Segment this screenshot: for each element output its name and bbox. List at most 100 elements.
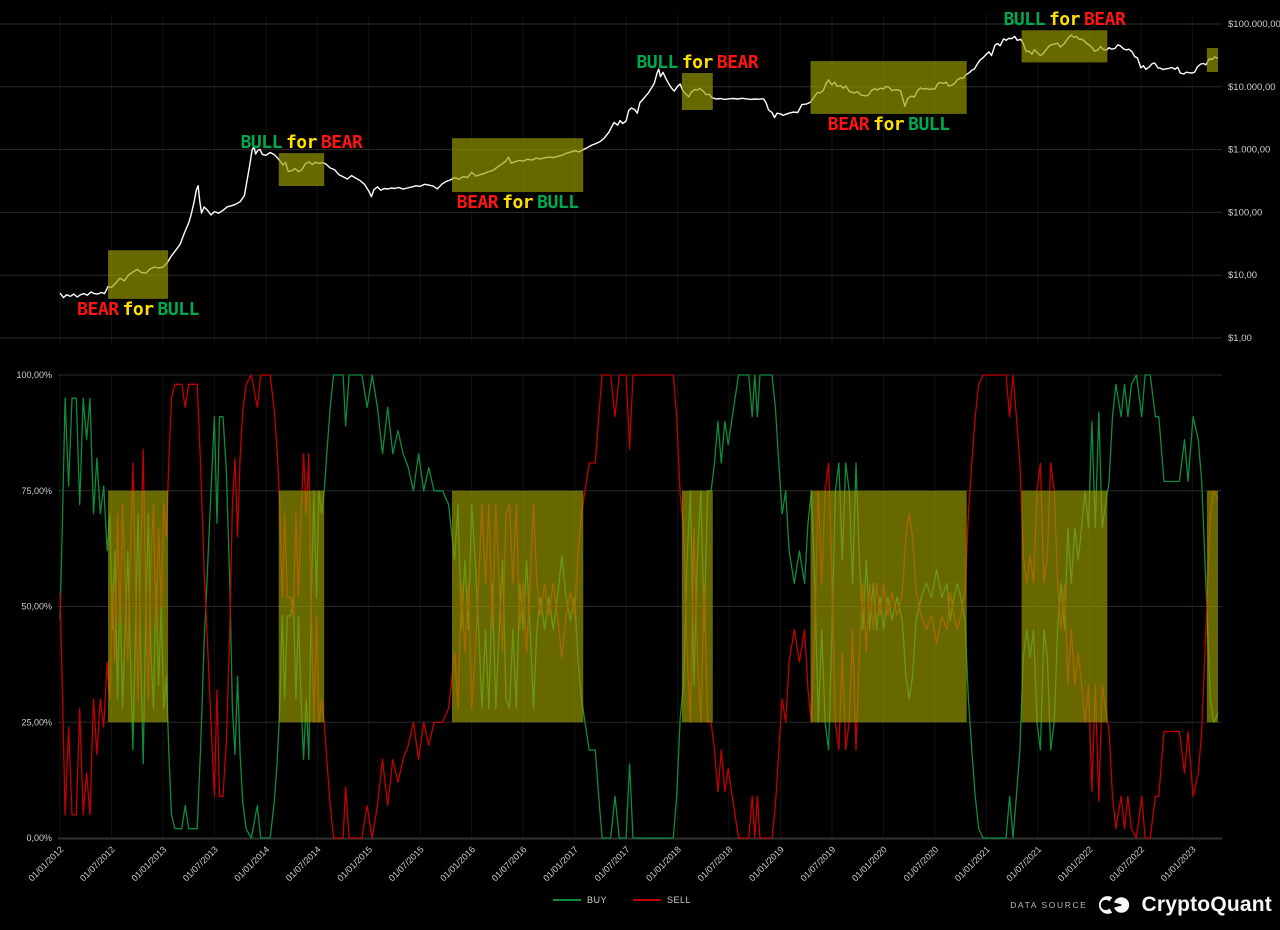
price-highlight-band [108,250,169,299]
svg-text:01/07/2015: 01/07/2015 [387,844,426,883]
svg-text:$1,00: $1,00 [1228,333,1252,344]
annotation-word: for [873,113,905,135]
cryptoquant-logo-icon [1099,896,1130,914]
price-highlight-band [681,72,713,111]
price-axis-label: $100.000,00 [1228,19,1280,30]
svg-text:01/01/2012: 01/01/2012 [26,844,65,883]
regime-annotation: BULL for BEAR [634,53,760,72]
oscillator-highlight-band [108,490,169,723]
svg-text:50,00%: 50,00% [21,602,52,612]
svg-text:01/01/2021: 01/01/2021 [953,844,992,883]
annotation-word: BEAR [1083,9,1126,31]
sell-line-swatch [632,899,661,901]
price-highlight-band [452,138,584,193]
annotation-word: BEAR [77,298,119,320]
svg-text:01/07/2019: 01/07/2019 [798,844,837,883]
price-axis-label: $10.000,00 [1228,82,1276,93]
regime-annotation: BEAR for BULL [826,115,952,134]
svg-text:01/07/2020: 01/07/2020 [901,844,940,883]
svg-text:01/01/2014: 01/01/2014 [232,844,271,883]
svg-text:01/07/2013: 01/07/2013 [181,844,220,883]
oscillator-axis-label: 25,00% [21,717,52,727]
annotation-word: BEAR [320,132,363,154]
svg-text:$10.000,00: $10.000,00 [1228,82,1276,93]
legend-label: SELL [666,895,692,905]
oscillator-highlight-band [278,490,325,723]
price-axis-label: $1.000,00 [1228,145,1270,156]
svg-text:01/01/2013: 01/01/2013 [129,844,168,883]
annotation-word: BULL [1003,9,1046,31]
annotation-word: for [502,192,534,214]
legend-label: BUY [586,895,607,905]
svg-text:01/07/2017: 01/07/2017 [593,844,632,883]
buy-line-swatch [552,899,581,901]
svg-text:25,00%: 25,00% [21,717,52,727]
oscillator-highlight-band [810,490,967,723]
regime-annotation: BEAR for BULL [455,193,581,212]
svg-text:01/01/2019: 01/01/2019 [747,844,786,883]
svg-text:01/01/2022: 01/01/2022 [1056,844,1095,883]
svg-text:$100.000,00: $100.000,00 [1228,19,1280,30]
price-highlight-band [1021,30,1108,63]
svg-text:01/07/2018: 01/07/2018 [696,844,735,883]
svg-text:01/07/2021: 01/07/2021 [1004,844,1043,883]
chart-legend: BUY SELL [0,895,1262,905]
regime-highlight-bands [108,30,1218,723]
price-grid [0,23,1222,339]
oscillator-axis-label: 75,00% [21,486,52,496]
svg-text:01/01/2020: 01/01/2020 [850,844,889,883]
price-axis-label: $1,00 [1228,333,1252,344]
svg-text:$10,00: $10,00 [1228,270,1257,281]
svg-text:01/07/2016: 01/07/2016 [490,844,529,883]
date-axis-labels: 01/01/2012 01/07/2012 01/01/2013 01/07/2013… [26,844,1197,883]
oscillator-highlight-band [1021,490,1108,723]
price-axis-label: $100,00 [1228,207,1262,218]
legend-item-sell[interactable]: SELL [632,895,692,905]
price-highlight-band [278,153,325,187]
oscillator-axis-label: 50,00% [21,602,52,612]
svg-text:$1.000,00: $1.000,00 [1228,145,1270,156]
svg-text:01/07/2014: 01/07/2014 [284,844,323,883]
svg-text:100,00%: 100,00% [16,370,52,380]
annotation-word: BULL [157,298,200,320]
annotation-word: for [285,132,318,154]
svg-text:75,00%: 75,00% [21,486,52,496]
annotation-word: BULL [908,113,950,135]
svg-text:01/01/2017: 01/01/2017 [541,844,580,883]
oscillator-axis-label: 0,00% [26,833,52,843]
svg-text:01/01/2023: 01/01/2023 [1159,844,1198,883]
legend-item-buy[interactable]: BUY [552,895,607,905]
svg-text:01/01/2016: 01/01/2016 [438,844,477,883]
annotation-word: BULL [537,192,579,214]
annotation-word: BEAR [827,113,870,135]
data-source-footer: DATA SOURCE CryptoQuant [1010,893,1272,917]
regime-annotation: BULL for BEAR [239,133,365,152]
cryptoquant-wordmark: CryptoQuant [1141,893,1272,916]
svg-text:01/07/2022: 01/07/2022 [1107,844,1146,883]
annotation-word: BULL [636,51,678,73]
price-axis-label: $10,00 [1228,270,1257,281]
svg-text:0,00%: 0,00% [26,833,52,843]
annotation-word: BEAR [456,192,499,214]
regime-annotation: BULL for BEAR [1002,10,1128,29]
annotation-word: BULL [240,132,283,154]
oscillator-highlight-band [681,490,713,723]
oscillator-axis-label: 100,00% [16,370,52,380]
price-highlight-band [1206,48,1218,73]
annotation-word: for [681,51,714,73]
annotation-word: BEAR [716,51,759,73]
price-line [59,34,1219,299]
annotation-word: for [122,298,155,320]
data-source-label: DATA SOURCE [1010,900,1088,910]
annotation-word: for [1048,9,1081,31]
price-highlight-band [810,61,967,114]
svg-text:$100,00: $100,00 [1228,207,1262,218]
oscillator-highlight-band [452,490,584,723]
regime-annotation: BEAR for BULL [75,300,201,319]
svg-text:01/07/2012: 01/07/2012 [78,844,117,883]
oscillator-highlight-band [1206,490,1218,723]
svg-text:01/01/2015: 01/01/2015 [335,844,374,883]
svg-text:01/01/2018: 01/01/2018 [644,844,683,883]
